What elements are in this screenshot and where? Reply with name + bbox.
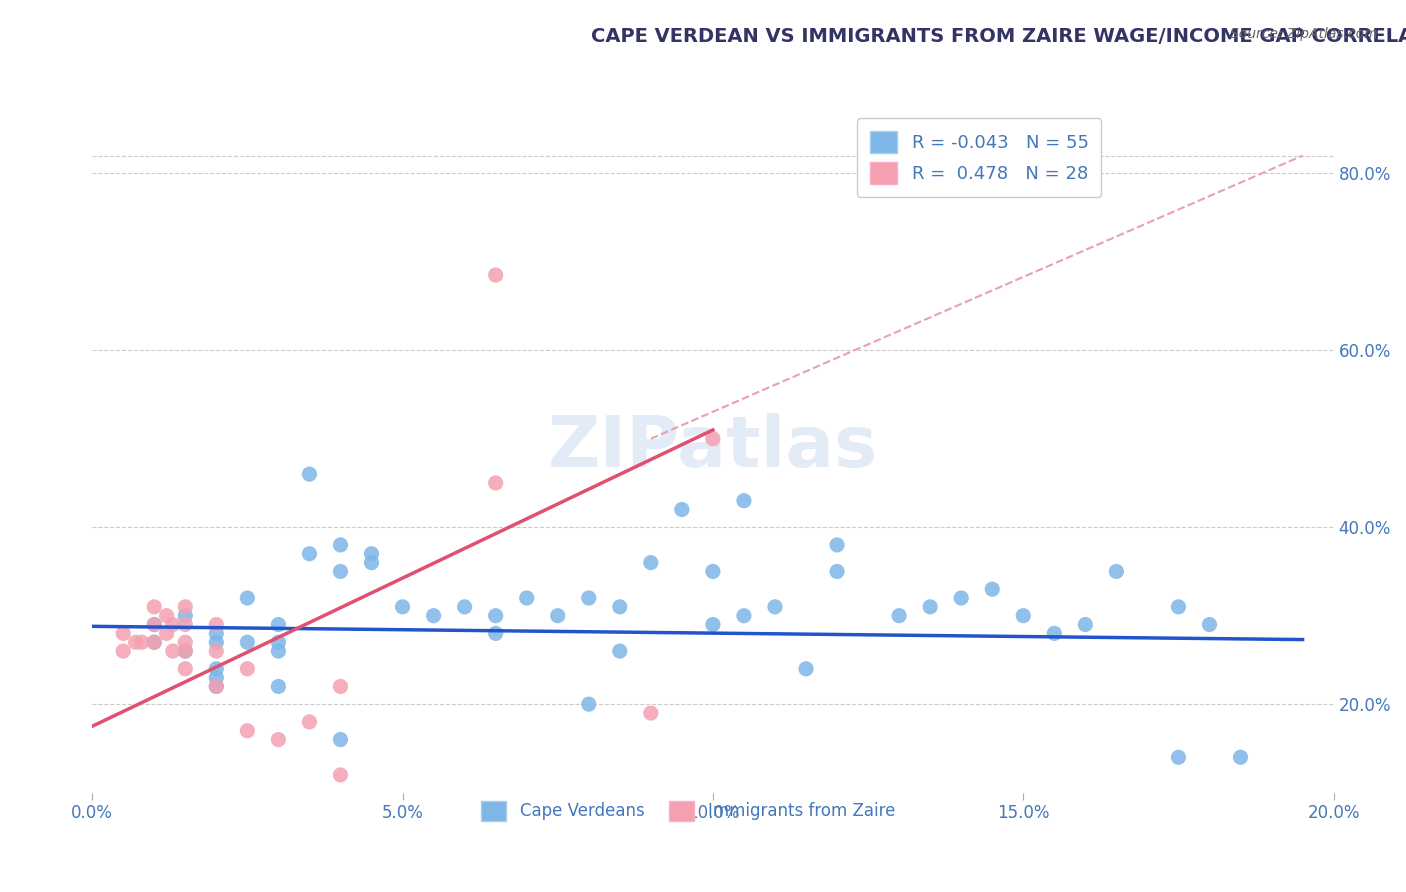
- Point: [981, 582, 1004, 596]
- Point: [124, 635, 146, 649]
- Point: [794, 662, 817, 676]
- Point: [162, 617, 184, 632]
- Text: CAPE VERDEAN VS IMMIGRANTS FROM ZAIRE WAGE/INCOME GAP CORRELATION CHART: CAPE VERDEAN VS IMMIGRANTS FROM ZAIRE WA…: [591, 27, 1406, 45]
- Point: [205, 626, 228, 640]
- Point: [547, 608, 569, 623]
- Text: ZIPatlas: ZIPatlas: [548, 413, 877, 482]
- Point: [485, 475, 508, 490]
- Point: [391, 599, 413, 614]
- Legend: Cape Verdeans, Immigrants from Zaire: Cape Verdeans, Immigrants from Zaire: [470, 789, 907, 832]
- Point: [329, 538, 352, 552]
- Point: [112, 644, 135, 658]
- Point: [733, 493, 755, 508]
- Point: [485, 626, 508, 640]
- Point: [267, 680, 290, 694]
- Point: [174, 617, 197, 632]
- Point: [174, 635, 197, 649]
- Point: [329, 680, 352, 694]
- Point: [1105, 565, 1128, 579]
- Point: [950, 591, 973, 605]
- Point: [516, 591, 538, 605]
- Point: [298, 467, 321, 482]
- Point: [702, 432, 724, 446]
- Point: [236, 662, 259, 676]
- Point: [143, 617, 166, 632]
- Point: [763, 599, 786, 614]
- Point: [1229, 750, 1251, 764]
- Point: [143, 617, 166, 632]
- Point: [1167, 750, 1189, 764]
- Point: [609, 599, 631, 614]
- Point: [112, 626, 135, 640]
- Point: [671, 502, 693, 516]
- Point: [1043, 626, 1066, 640]
- Point: [702, 617, 724, 632]
- Point: [162, 644, 184, 658]
- Point: [329, 565, 352, 579]
- Point: [609, 644, 631, 658]
- Point: [143, 635, 166, 649]
- Point: [236, 635, 259, 649]
- Point: [267, 644, 290, 658]
- Point: [920, 599, 942, 614]
- Point: [205, 680, 228, 694]
- Point: [825, 565, 848, 579]
- Point: [156, 626, 179, 640]
- Point: [236, 591, 259, 605]
- Point: [887, 608, 910, 623]
- Point: [453, 599, 475, 614]
- Point: [1012, 608, 1035, 623]
- Point: [174, 608, 197, 623]
- Point: [329, 768, 352, 782]
- Point: [1074, 617, 1097, 632]
- Point: [156, 608, 179, 623]
- Point: [702, 565, 724, 579]
- Point: [298, 714, 321, 729]
- Point: [143, 599, 166, 614]
- Point: [131, 635, 153, 649]
- Point: [205, 671, 228, 685]
- Point: [267, 617, 290, 632]
- Point: [825, 538, 848, 552]
- Point: [205, 680, 228, 694]
- Point: [205, 644, 228, 658]
- Point: [485, 268, 508, 282]
- Point: [174, 644, 197, 658]
- Point: [1167, 599, 1189, 614]
- Point: [174, 644, 197, 658]
- Point: [205, 635, 228, 649]
- Point: [578, 697, 600, 711]
- Point: [640, 706, 662, 720]
- Point: [174, 662, 197, 676]
- Point: [174, 599, 197, 614]
- Point: [578, 591, 600, 605]
- Point: [267, 635, 290, 649]
- Text: Source: ZipAtlas.com: Source: ZipAtlas.com: [1230, 27, 1378, 41]
- Point: [267, 732, 290, 747]
- Point: [205, 617, 228, 632]
- Point: [1198, 617, 1220, 632]
- Point: [143, 635, 166, 649]
- Point: [205, 662, 228, 676]
- Point: [360, 556, 382, 570]
- Point: [360, 547, 382, 561]
- Point: [236, 723, 259, 738]
- Point: [422, 608, 444, 623]
- Point: [298, 547, 321, 561]
- Point: [329, 732, 352, 747]
- Point: [640, 556, 662, 570]
- Point: [485, 608, 508, 623]
- Point: [733, 608, 755, 623]
